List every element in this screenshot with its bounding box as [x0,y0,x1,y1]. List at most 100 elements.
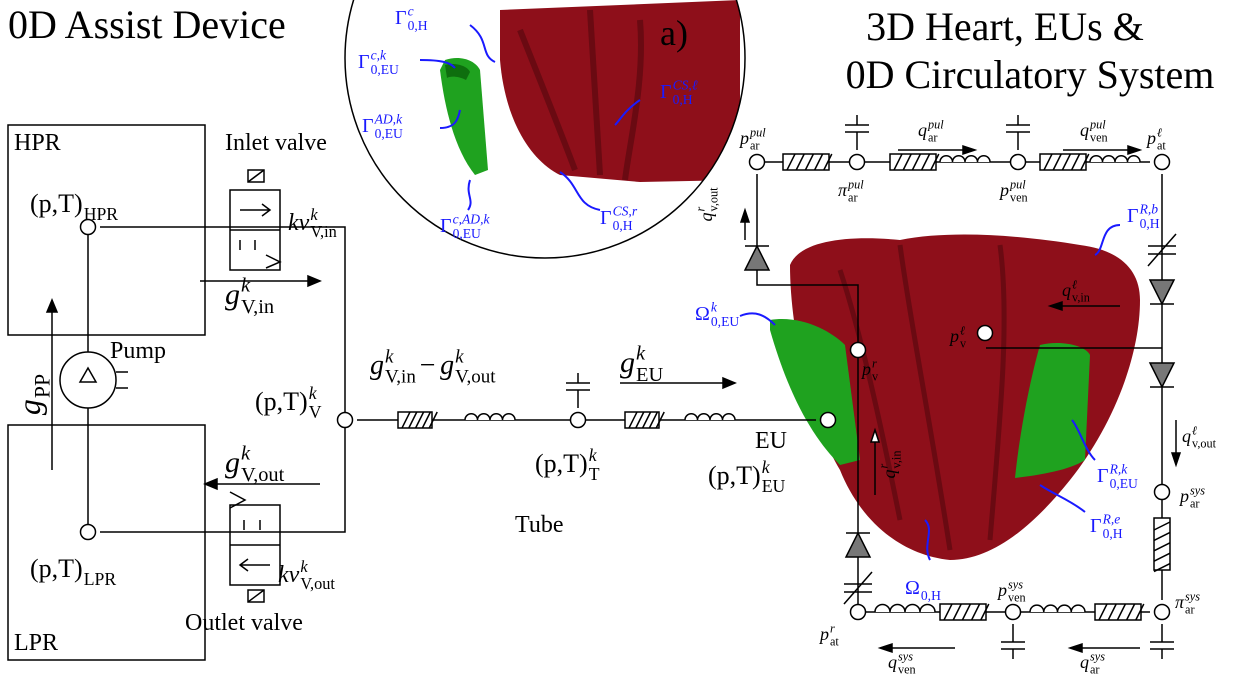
math-label: (p,T)kEU [708,457,785,496]
math-label: (p,T)kV [255,383,322,422]
capacitor [1150,624,1174,659]
label-base: q [1062,280,1071,300]
inductor [1090,156,1140,162]
label-sup: sys [1185,589,1200,603]
label-sup: c,k [371,48,387,63]
label-base: Γ [358,51,370,73]
label-base: q [1080,652,1089,672]
label-sub: EU [636,364,663,386]
label-base: Γ [395,7,407,29]
label-base: p [1145,128,1156,148]
node [1155,155,1170,170]
label-sup: ℓ [1192,423,1197,437]
label: Pump [110,338,166,364]
label-sub: ar [1090,662,1100,676]
math-label: psysar [1178,483,1205,510]
label-sub: ar [1185,602,1195,616]
label-sub: ar [750,138,760,152]
label-base: p [948,326,959,346]
label-sub: 0,EU [453,226,481,241]
label-base: p [996,580,1007,600]
label-sub: V,in [385,366,416,387]
label-sub: HPR [84,204,119,224]
diode [745,246,769,270]
label-base: p [818,624,829,644]
label-base: π [1175,592,1185,612]
label-sup: r [872,356,877,370]
label-base: p [998,180,1009,200]
inductor [1030,605,1085,612]
label-sup: ℓ [1157,125,1162,139]
node [1155,605,1170,620]
label-sup: pul [749,125,766,139]
title: 0D Assist Device [8,2,286,47]
math-label: Γc0,H [395,4,428,33]
label-sup: k [762,457,771,477]
label-sup: AD,k [374,112,404,127]
resistor [1095,604,1144,620]
inductor [465,414,515,420]
label-base: Γ [600,207,612,229]
label-sup: k [310,205,318,224]
node [571,413,586,428]
label-sup: k [589,445,598,465]
label-sup: pul [1009,177,1026,191]
resistor [1040,154,1089,170]
label-base: g [620,346,635,379]
label-sup: k [300,557,308,576]
label-sup: k [241,274,251,296]
capacitor [566,373,590,408]
label-sub: V [309,402,322,422]
math-label: ΓAD,k0,EU [362,112,403,141]
label-base: q [1080,120,1089,140]
diode [846,533,870,557]
label-sup: CS,r [613,204,638,219]
label-base: (p,T) [30,189,83,218]
label-base: Γ [1090,515,1102,537]
label-base: g [370,350,384,381]
label-base: Ω [905,577,920,599]
resistor [940,604,989,620]
label-sup: c,AD,k [453,212,491,227]
label-sub: V,in [241,296,274,318]
node [821,413,836,428]
label-base: p [1178,486,1189,506]
node [978,326,993,341]
label-sub: EU [762,476,786,496]
label-sub: ven [1010,190,1028,204]
math-label: ppulven [998,177,1028,204]
label-sub: PP [31,374,55,398]
math-label: qsysar [1080,649,1105,676]
capacitor [845,115,869,150]
label-sup: r [830,621,835,635]
inlet-valve [230,170,280,270]
label-sup: R,b [1139,202,1159,217]
label-sup: pul [847,177,864,191]
label-sup: k [385,346,394,367]
label-base: q [1182,426,1191,446]
label: Inlet valve [225,130,327,156]
label-sup: pul [927,117,944,131]
math-label: kvkV,in [288,205,337,241]
diagram: 0D Assist Device 3D Heart, EUs & 0D Circ… [0,0,1245,679]
label-sub: V,out [455,366,496,387]
label-sub: 0,H [613,218,633,233]
box-label: HPR [14,130,61,156]
label-sub: v,in [889,451,903,469]
diode [1150,363,1174,387]
label-sup: CS,ℓ [673,78,698,93]
label-base: g [440,350,454,381]
label-sub: 0,H [921,588,941,603]
label-sup: sys [1190,483,1205,497]
label-sub: 0,EU [1110,476,1138,491]
resistor [1154,518,1170,572]
resistor [398,412,437,428]
